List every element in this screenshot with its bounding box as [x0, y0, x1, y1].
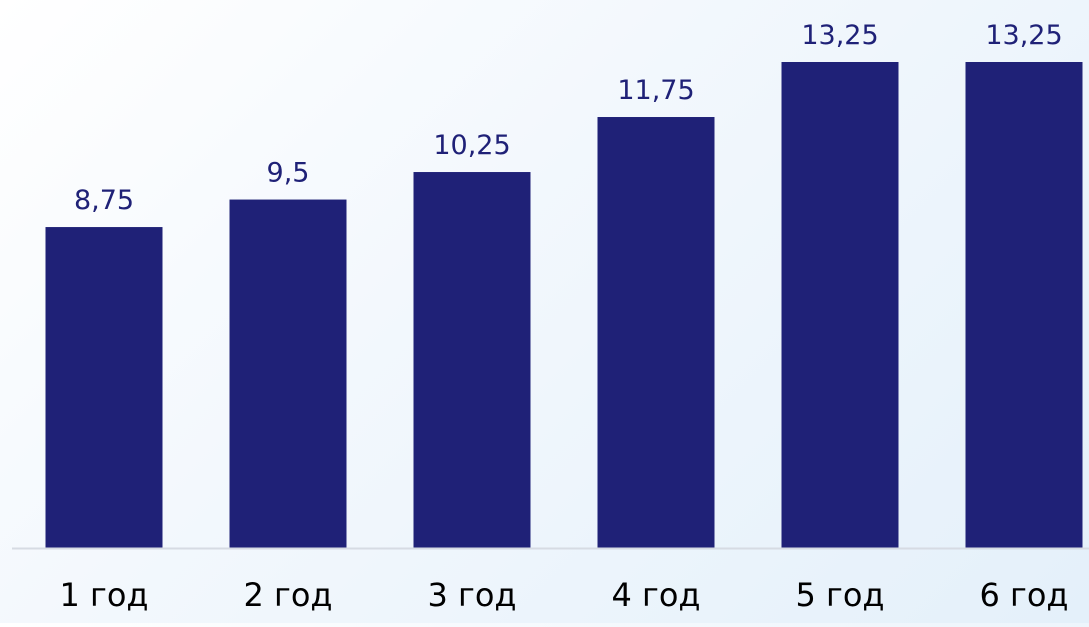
category-tick-label: 5 год: [795, 576, 884, 614]
data-labels-group: 8,75 9,5 10,25 11,75 13,25 13,25: [74, 20, 1063, 216]
category-tick-label: 1 год: [59, 576, 148, 614]
bar-value-label: 13,25: [801, 20, 878, 51]
bar: [413, 172, 531, 549]
category-tick-label: 3 год: [427, 576, 516, 614]
bar-value-label: 11,75: [617, 75, 694, 106]
bar-value-label: 10,25: [433, 130, 510, 161]
bar: [965, 62, 1083, 548]
category-labels-group: 1 год 2 год 3 год 4 год 5 год 6 год: [59, 576, 1068, 614]
bar-value-label: 9,5: [267, 158, 310, 189]
bar: [229, 199, 347, 548]
category-tick-label: 2 год: [243, 576, 332, 614]
category-tick-label: 6 год: [979, 576, 1068, 614]
bar: [597, 117, 715, 549]
bars-group: [45, 62, 1083, 549]
bar-value-label: 8,75: [74, 185, 134, 216]
category-tick-label: 4 год: [611, 576, 700, 614]
bar: [781, 62, 899, 548]
bar: [45, 227, 163, 548]
bar-value-label: 13,25: [985, 20, 1062, 51]
